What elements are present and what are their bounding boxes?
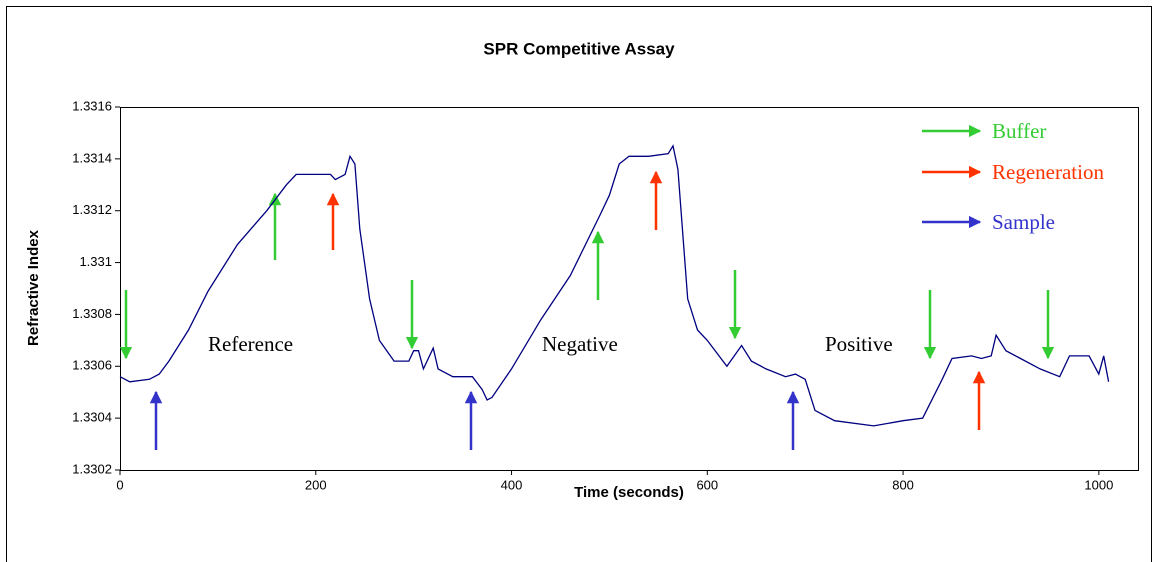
y-tick-label: 1.3316 (72, 98, 112, 113)
x-tick-label: 0 (116, 477, 123, 492)
y-tick-label: 1.3308 (72, 306, 112, 321)
x-tick-label: 400 (501, 477, 523, 492)
y-tick-label: 1.3302 (72, 461, 112, 476)
annotation: Positive (825, 332, 893, 356)
y-tick-label: 1.3312 (72, 202, 112, 217)
annotation: Buffer (992, 119, 1046, 143)
x-tick-label: 800 (892, 477, 914, 492)
arrows (119, 124, 1055, 450)
annotation: Negative (542, 332, 618, 356)
y-tick-label: 1.3306 (72, 358, 112, 373)
x-axis-label: Time (seconds) (574, 484, 684, 501)
data-line (119, 144, 1110, 427)
annotation: Reference (208, 332, 293, 356)
plot-frame (120, 107, 1139, 471)
chart-title: SPR Competitive Assay (483, 39, 675, 58)
annotation: Sample (992, 210, 1055, 234)
chart-frame (6, 6, 1152, 562)
y-axis-label: Refractive Index (25, 229, 42, 346)
annotation: Regeneration (992, 160, 1104, 184)
x-tick-label: 600 (696, 477, 718, 492)
y-tick-label: 1.331 (79, 254, 112, 269)
x-tick-label: 200 (305, 477, 327, 492)
y-tick-label: 1.3314 (72, 150, 112, 165)
y-tick-label: 1.3304 (72, 410, 112, 425)
x-tick-label: 1000 (1084, 477, 1113, 492)
